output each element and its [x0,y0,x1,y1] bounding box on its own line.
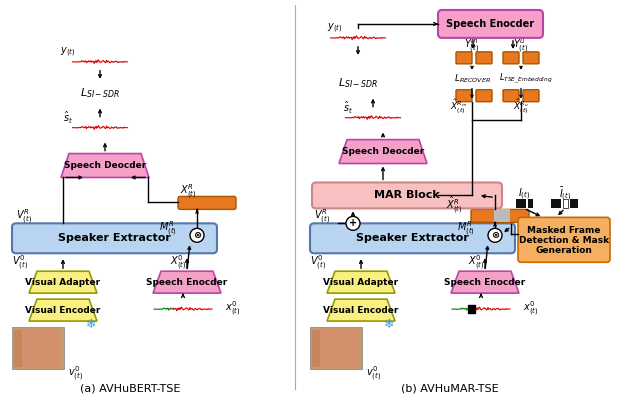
FancyBboxPatch shape [12,223,217,253]
Text: $\hat{s}_t$: $\hat{s}_t$ [63,110,73,126]
Bar [22,329,60,367]
Bar [551,199,561,209]
Text: $X^R_{(t)}$: $X^R_{(t)}$ [180,182,196,201]
Polygon shape [451,271,519,293]
Text: +: + [349,218,357,228]
Text: $V^0_{(t)}$: $V^0_{(t)}$ [12,254,28,273]
Text: Speech Enocder: Speech Enocder [147,278,228,287]
Text: Generation: Generation [536,246,593,255]
FancyBboxPatch shape [476,90,492,102]
Text: Visual Adapter: Visual Adapter [323,278,399,287]
Text: $V^R_{(t)}$: $V^R_{(t)}$ [16,207,32,226]
Text: $y_{(t)}$: $y_{(t)}$ [327,21,342,35]
Bar [312,330,344,367]
Text: $L_{SI-SDR}$: $L_{SI-SDR}$ [338,76,378,90]
Text: $V^R_{(t)}$: $V^R_{(t)}$ [314,207,330,226]
Polygon shape [327,299,395,321]
FancyBboxPatch shape [503,90,519,102]
FancyBboxPatch shape [476,52,492,64]
FancyBboxPatch shape [518,217,610,262]
Text: MAR Block: MAR Block [374,190,440,200]
Text: Speaker Extractor: Speaker Extractor [58,233,170,243]
Bar [320,329,358,367]
Circle shape [346,216,360,230]
Bar [310,327,362,369]
Text: Masked Frame: Masked Frame [527,226,601,235]
FancyBboxPatch shape [471,209,529,222]
Text: $\hat{X}^R_{(t)}$: $\hat{X}^R_{(t)}$ [447,194,463,215]
Text: $L_{TSE\_Embedding}$: $L_{TSE\_Embedding}$ [499,71,553,86]
Text: ⊗: ⊗ [491,230,499,240]
Polygon shape [61,154,149,177]
FancyBboxPatch shape [456,52,472,64]
Text: ❄: ❄ [384,318,394,331]
Polygon shape [153,271,221,293]
Text: Speech Enocder: Speech Enocder [444,278,525,287]
Text: $X^0_{(t)}$: $X^0_{(t)}$ [468,254,484,273]
Text: Speech Enocder: Speech Enocder [446,19,534,29]
Text: (a) AVHuBERT-TSE: (a) AVHuBERT-TSE [80,384,180,394]
FancyBboxPatch shape [523,90,539,102]
Text: $X^0_{(t)}$: $X^0_{(t)}$ [170,254,186,273]
FancyBboxPatch shape [503,52,519,64]
Text: $M^R_{(t)}$: $M^R_{(t)}$ [159,219,177,237]
Text: ❄: ❄ [86,318,96,331]
FancyBboxPatch shape [310,223,515,253]
Circle shape [488,228,502,242]
Text: $y_{(t)}$: $y_{(t)}$ [60,45,76,58]
Text: $\hat{s}_t$: $\hat{s}_t$ [343,100,353,116]
Bar [516,199,526,209]
Bar [468,305,475,313]
Text: $\bar{I}_{(t)}$: $\bar{I}_{(t)}$ [559,186,571,203]
FancyBboxPatch shape [456,90,472,102]
Text: Speech Deocder: Speech Deocder [342,147,424,156]
Bar [12,327,64,369]
Text: Detection & Mask: Detection & Mask [519,236,609,245]
Text: $x^0_{(t)}$: $x^0_{(t)}$ [225,300,241,318]
Text: $L_{SI-SDR}$: $L_{SI-SDR}$ [80,86,120,100]
FancyBboxPatch shape [178,196,236,209]
Text: $M^R_{(t)}$: $M^R_{(t)}$ [457,219,475,237]
Text: $I_{(t)}$: $I_{(t)}$ [518,187,530,202]
Bar [570,199,578,209]
Text: $Y^u_{(t)}$: $Y^u_{(t)}$ [513,38,529,55]
Bar [494,209,510,222]
FancyBboxPatch shape [438,10,543,38]
Text: $\hat{X}^{R_u}_{(t)}$: $\hat{X}^{R_u}_{(t)}$ [513,98,529,116]
Circle shape [190,228,204,242]
Polygon shape [29,299,97,321]
Bar [14,330,46,367]
Text: $\hat{X}^{R_m}_{(t)}$: $\hat{X}^{R_m}_{(t)}$ [449,98,467,116]
Polygon shape [339,139,427,164]
Text: Speech Deocder: Speech Deocder [64,161,146,170]
Text: (b) AVHuMAR-TSE: (b) AVHuMAR-TSE [401,384,499,394]
Text: $v^0_{(t)}$: $v^0_{(t)}$ [366,365,381,383]
Polygon shape [29,271,97,293]
FancyBboxPatch shape [312,182,502,209]
Text: Visual Encoder: Visual Encoder [26,306,100,314]
FancyBboxPatch shape [523,52,539,64]
Text: $x^0_{(t)}$: $x^0_{(t)}$ [523,300,538,318]
Text: Visual Encoder: Visual Encoder [323,306,399,314]
Bar [563,199,568,209]
Text: $v^0_{(t)}$: $v^0_{(t)}$ [68,365,83,383]
Text: Speaker Extractor: Speaker Extractor [356,233,468,243]
Text: $V^0_{(t)}$: $V^0_{(t)}$ [310,254,326,273]
Polygon shape [327,271,395,293]
Text: $Y^m_{(t)}$: $Y^m_{(t)}$ [465,38,479,55]
Text: Visual Adapter: Visual Adapter [26,278,100,287]
Bar [528,199,533,209]
Text: ⊗: ⊗ [193,230,201,240]
Text: $L_{RECOVER}$: $L_{RECOVER}$ [454,73,490,85]
